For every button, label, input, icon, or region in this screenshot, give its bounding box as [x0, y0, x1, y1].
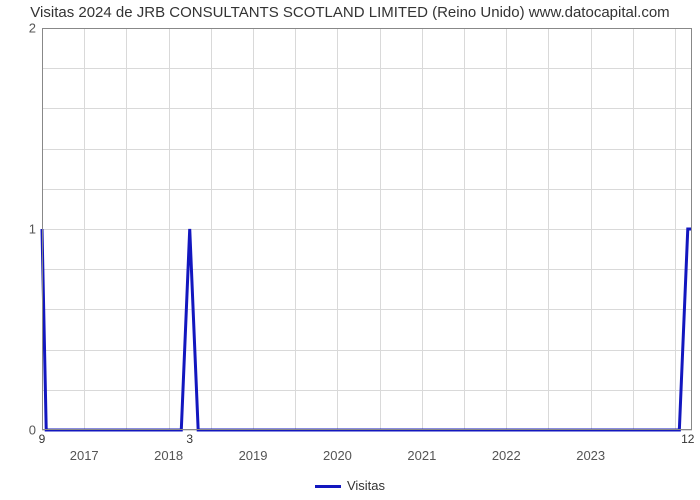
chart-plot-area: 012 2017201820192020202120222023 9312 [42, 28, 692, 430]
x-tick-label: 2021 [407, 448, 436, 463]
y-tick-label: 2 [29, 21, 36, 36]
y-tick-label: 1 [29, 222, 36, 237]
x-tick-label: 2022 [492, 448, 521, 463]
legend-swatch [315, 485, 341, 488]
data-point-label: 3 [186, 432, 193, 446]
x-tick-label: 2023 [576, 448, 605, 463]
chart-legend: Visitas [0, 478, 700, 493]
data-point-label: 12 [681, 432, 694, 446]
x-tick-label: 2019 [239, 448, 268, 463]
x-tick-label: 2020 [323, 448, 352, 463]
x-tick-label: 2017 [70, 448, 99, 463]
series-polyline [42, 229, 692, 430]
x-tick-label: 2018 [154, 448, 183, 463]
y-tick-label: 0 [29, 423, 36, 438]
chart-title: Visitas 2024 de JRB CONSULTANTS SCOTLAND… [0, 4, 700, 21]
legend-label: Visitas [347, 478, 385, 493]
data-point-label: 9 [39, 432, 46, 446]
chart-line-series [42, 28, 692, 430]
